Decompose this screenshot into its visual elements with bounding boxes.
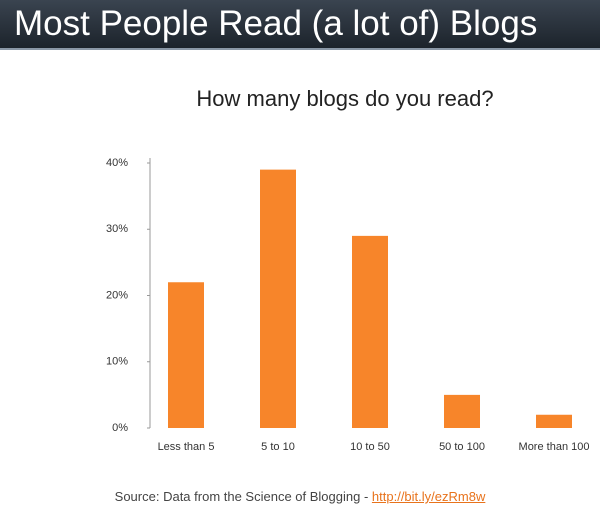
source-text: Source: Data from the Science of Bloggin… [114,489,372,504]
x-tick-label: Less than 5 [158,441,215,453]
bar [352,235,388,428]
bar [536,414,572,428]
source-note: Source: Data from the Science of Bloggin… [0,489,600,504]
bar [260,169,296,428]
chart-title: How many blogs do you read? [196,86,493,111]
y-tick-label: 30% [106,223,128,235]
header-bar: Most People Read (a lot of) Blogs [0,0,600,50]
bar [444,394,480,428]
x-tick-label: 5 to 10 [261,441,295,453]
y-tick-label: 40% [106,157,128,169]
y-tick-label: 0% [112,422,128,434]
bar [168,282,204,428]
x-tick-label: More than 100 [519,441,590,453]
slide-title: Most People Read (a lot of) Blogs [14,4,538,43]
y-tick-label: 20% [106,289,128,301]
source-link[interactable]: http://bit.ly/ezRm8w [371,489,486,504]
y-tick-label: 10% [106,356,128,368]
x-tick-label: 50 to 100 [439,441,485,453]
chart: How many blogs do you read? 0% 10% 20% 30% 4… [106,86,590,453]
x-tick-label: 10 to 50 [350,441,390,453]
